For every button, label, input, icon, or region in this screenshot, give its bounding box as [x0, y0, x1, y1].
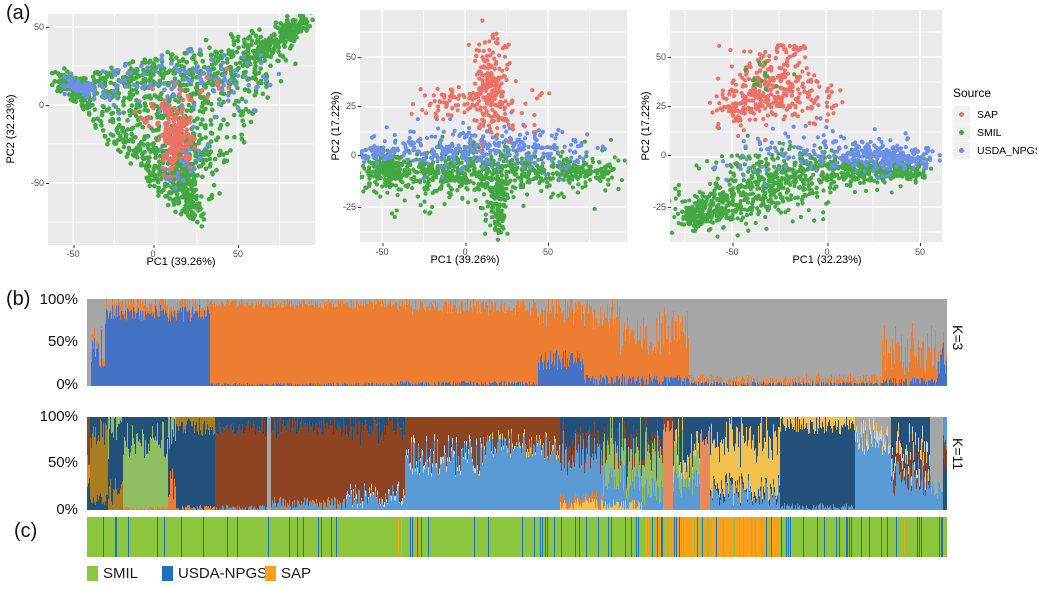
source-legend-title: Source: [953, 86, 992, 100]
pca-plot-3-canvas: [670, 10, 942, 242]
source-strip-canvas: [87, 517, 947, 557]
k11-ytick-0: 0%: [56, 501, 78, 518]
legend-key: [953, 106, 970, 123]
pca2-xtick: 0: [462, 243, 468, 257]
legend-item-smil: SMIL: [953, 124, 1037, 141]
legend-key: [953, 124, 970, 141]
pca-plot-1-canvas: [48, 14, 315, 245]
k11-ytick-100: 100%: [39, 408, 78, 425]
pca2-xtick: 50: [542, 243, 554, 257]
pca3-ytick: 0: [646, 150, 671, 160]
strip-legend-item-sap: SAP: [265, 564, 312, 582]
sap-dot-icon: [959, 112, 964, 117]
pca3-x-axis-title: PC1 (32.23%): [792, 254, 862, 266]
legend-item-sap: SAP: [953, 106, 1037, 123]
panel-c-label: (c): [14, 520, 38, 542]
strip-legend-item-smil: SMIL: [87, 564, 139, 582]
k3-ytick-0: 0%: [56, 376, 78, 393]
pca3-y-axis-title: PC2 (17.22%): [640, 91, 652, 161]
pca3-xtick: 50: [914, 243, 926, 257]
pca1-ytick: 0: [24, 100, 49, 110]
pca2-ytick: 0: [336, 150, 361, 160]
pca1-x-axis-title: PC1 (39.26%): [146, 256, 216, 268]
legend-label: USDA_NPGS: [977, 144, 1037, 157]
pca2-y-axis-title: PC2 (17.22%): [330, 91, 342, 161]
pca1-ytick: -50: [24, 178, 49, 188]
usda-npgs-swatch-icon: [162, 565, 173, 581]
k3-ytick-100: 100%: [39, 291, 78, 308]
pca1-y-axis-title: PC2 (32.23%): [5, 94, 17, 164]
pca-plot-2-canvas: [360, 10, 627, 242]
admixture-k3-canvas: [87, 299, 947, 386]
legend-label: SAP: [977, 108, 999, 121]
k3-label: K=3: [950, 325, 966, 351]
legend-item-usda-npgs: USDA_NPGS: [953, 142, 1037, 159]
pca2-xtick: -50: [375, 243, 389, 257]
sap-swatch-icon: [265, 565, 276, 581]
pca1-xtick: -50: [66, 245, 80, 259]
pca1-ytick: 50: [24, 22, 49, 32]
source-legend: Source SAP SMIL USDA_NPGS: [953, 86, 1037, 160]
pca2-ytick: 25: [336, 101, 361, 111]
legend-key: [953, 142, 970, 159]
pca3-ytick: 50: [646, 52, 671, 62]
pca3-ytick: 25: [646, 101, 671, 111]
legend-label: SMIL: [977, 126, 1002, 139]
strip-legend-label: USDA-NPGS: [178, 564, 268, 582]
admixture-k11-canvas: [87, 417, 947, 510]
pca3-ytick: -25: [646, 202, 671, 212]
k3-ytick-50: 50%: [47, 333, 78, 350]
strip-legend-label: SAP: [281, 564, 312, 582]
strip-legend-label: SMIL: [103, 564, 139, 582]
pca2-x-axis-title: PC1 (39.26%): [430, 254, 500, 266]
pca3-xtick: -50: [725, 243, 739, 257]
usda-npgs-dot-icon: [959, 148, 964, 153]
pca2-ytick: 50: [336, 52, 361, 62]
pca1-xtick: 0: [150, 245, 156, 259]
panel-a-label: (a): [6, 2, 31, 24]
pca1-xtick: 50: [232, 245, 244, 259]
panel-b-label: (b): [6, 288, 31, 310]
smil-swatch-icon: [87, 565, 98, 581]
k11-ytick-50: 50%: [47, 454, 78, 471]
k11-label: K=11: [950, 438, 966, 471]
pca2-ytick: -25: [336, 202, 361, 212]
strip-legend-item-usda-npgs: USDA-NPGS: [162, 564, 268, 582]
pca3-xtick: 0: [824, 243, 830, 257]
smil-dot-icon: [959, 130, 964, 135]
